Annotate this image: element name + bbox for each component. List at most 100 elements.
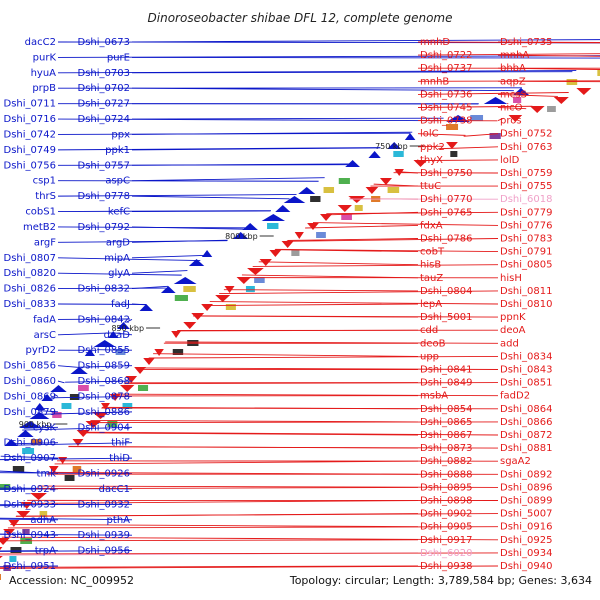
forward-gene-arrow: [337, 205, 352, 212]
label-leader: [438, 146, 499, 150]
category-block: [52, 412, 62, 418]
forward-gene-arrow: [171, 331, 181, 338]
reverse-gene-label: Dshi_0833: [4, 299, 56, 310]
label-leader: [54, 460, 419, 465]
forward-gene-label: mnhA: [500, 50, 529, 61]
forward-gene-label: Dshi_0811: [500, 286, 552, 297]
forward-gene-label: Dshi_0892: [500, 469, 552, 480]
label-leader: [131, 177, 325, 182]
reverse-gene-arrow: [160, 286, 176, 293]
forward-gene-label: Dshi_0854: [420, 404, 472, 415]
category-block: [341, 214, 352, 220]
forward-gene-label: cdd: [420, 325, 438, 336]
reverse-gene-label: Dshi_0907: [4, 453, 56, 464]
forward-gene-label: Dshi_0895: [420, 482, 472, 493]
reverse-gene-label: Dshi_0711: [4, 99, 56, 110]
forward-gene-arrow: [3, 529, 15, 536]
forward-gene-label: Dshi_0750: [420, 168, 472, 179]
forward-gene-label: ppnK: [500, 312, 526, 323]
forward-gene-label: Dshi_0841: [420, 365, 472, 376]
forward-gene-label: aqpZ: [500, 76, 526, 87]
reverse-gene-label: Dshi_0724: [78, 114, 130, 125]
label-leader: [209, 301, 499, 305]
category-block: [450, 151, 458, 157]
forward-gene-arrow: [134, 367, 146, 374]
label-leader: [113, 393, 499, 397]
reverse-gene-arrow: [116, 322, 130, 329]
label-leader: [497, 54, 600, 57]
forward-gene-arrow: [30, 493, 47, 500]
category-block: [69, 394, 80, 400]
forward-gene-label: Dshi_0738: [420, 116, 472, 127]
label-leader: [68, 446, 499, 449]
reverse-gene-label: thiD: [109, 453, 130, 464]
reverse-gene-label: fadJ: [111, 299, 130, 310]
label-leader: [131, 56, 600, 59]
label-leader: [131, 87, 514, 92]
forward-gene-label: Dshi_0873: [420, 443, 472, 454]
reverse-gene-label: Dshi_0756: [4, 160, 56, 171]
reverse-gene-arrow: [283, 196, 306, 203]
forward-gene-label: Dshi_0735: [500, 37, 552, 48]
forward-gene-label: Dshi_0896: [500, 482, 552, 493]
forward-gene-arrow: [16, 511, 31, 518]
reverse-gene-arrow: [4, 439, 18, 446]
forward-gene-label: Dshi_0843: [500, 365, 552, 376]
label-leader: [0, 539, 419, 542]
reverse-gene-label: pthA: [107, 515, 131, 526]
forward-gene-label: Dshi_0755: [500, 181, 552, 192]
forward-gene-label: Dshi_0763: [500, 142, 552, 153]
forward-gene-label: deoA: [500, 325, 526, 336]
forward-gene-label: Dshi_0934: [500, 548, 552, 559]
label-leader: [9, 442, 133, 446]
label-leader: [131, 285, 168, 290]
category-block: [107, 421, 118, 427]
label-leader: [57, 332, 115, 336]
reverse-gene-label: Dshi_0855: [78, 345, 130, 356]
label-leader: [0, 517, 133, 521]
category-block: [597, 70, 600, 76]
reverse-gene-label: glyA: [108, 268, 130, 279]
forward-gene-label: Dshi_0865: [420, 417, 472, 428]
label-leader: [57, 257, 201, 262]
category-block: [174, 295, 188, 301]
label-leader: [131, 71, 573, 74]
forward-gene-arrow: [553, 97, 569, 104]
label-leader: [286, 238, 499, 242]
label-leader: [131, 147, 380, 151]
reverse-gene-arrow: [70, 367, 88, 374]
forward-gene-label: upp: [420, 351, 439, 362]
label-leader: [57, 272, 182, 276]
category-block: [183, 286, 196, 292]
category-block: [310, 196, 321, 202]
genome-summary: Topology: circular; Length: 3,789,584 bp…: [289, 574, 592, 587]
label-leader: [417, 145, 444, 148]
forward-gene-label: Dshi_0867: [420, 430, 472, 441]
label-leader: [10, 523, 419, 528]
reverse-gene-arrow: [404, 133, 416, 140]
reverse-gene-label: ppx: [111, 129, 130, 140]
forward-gene-arrow: [125, 376, 138, 383]
forward-strand-leaders: [0, 41, 600, 569]
reverse-gene-label: dacC2: [25, 37, 56, 48]
reverse-gene-label: Dshi_0778: [78, 191, 130, 202]
category-block: [323, 187, 335, 193]
category-block: [12, 466, 25, 472]
forward-gene-label: Dshi_0737: [420, 63, 472, 74]
reverse-gene-label: Dshi_0879: [4, 407, 56, 418]
label-leader: [80, 431, 499, 436]
label-leader: [0, 552, 499, 555]
label-leader: [497, 41, 600, 43]
reverse-gene-arrow: [387, 142, 402, 149]
forward-gene-arrow: [508, 115, 523, 122]
label-leader: [497, 93, 558, 97]
reverse-gene-arrow: [483, 97, 508, 104]
reverse-gene-arrow: [19, 421, 42, 428]
forward-gene-label: fdxA: [420, 220, 443, 231]
reverse-gene-label: argF: [34, 237, 56, 248]
label-leader: [114, 332, 133, 336]
label-leader: [50, 396, 133, 399]
label-leader: [326, 211, 499, 215]
reverse-gene-label: Dshi_0702: [78, 83, 130, 94]
forward-gene-label: deoB: [420, 338, 446, 349]
